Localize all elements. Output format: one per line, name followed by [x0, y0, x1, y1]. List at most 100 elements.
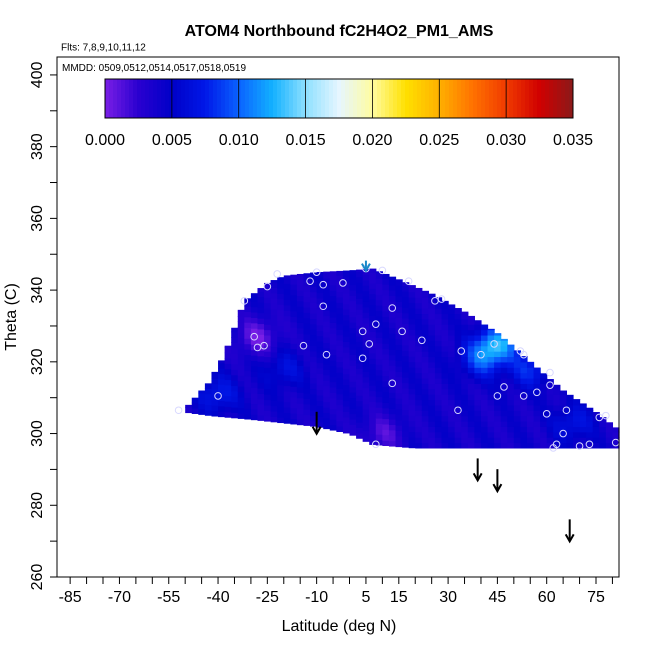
heatmap-cell — [356, 303, 364, 310]
heatmap-cell — [283, 369, 291, 376]
heatmap-cell — [605, 426, 614, 433]
heatmap-cell — [487, 383, 495, 390]
heatmap-cell — [250, 408, 259, 415]
heatmap-cell — [257, 350, 265, 357]
heatmap-cell — [434, 404, 443, 411]
heatmap-cell — [454, 361, 462, 368]
sample-point — [398, 327, 406, 336]
heatmap-cell — [599, 417, 607, 422]
heatmap-cell — [369, 331, 377, 338]
heatmap-cell — [395, 344, 403, 351]
heatmap-cell — [395, 381, 403, 388]
heatmap-cell — [395, 419, 403, 426]
heatmap-cell — [520, 399, 528, 406]
heatmap-cell — [500, 356, 508, 363]
heatmap-cell — [290, 289, 298, 296]
colorbar-swatch — [333, 79, 338, 118]
heatmap-cell — [375, 326, 383, 333]
heatmap-cell — [356, 276, 364, 283]
heatmap-cell — [316, 378, 324, 385]
heatmap-cell — [494, 367, 502, 374]
colorbar-swatch — [381, 79, 386, 118]
heatmap-cell — [507, 351, 515, 358]
heatmap-cell — [277, 406, 285, 413]
heatmap-cell — [467, 431, 475, 438]
heatmap-cell — [408, 345, 416, 352]
heatmap-cell — [342, 373, 351, 380]
heatmap-cell — [329, 290, 337, 297]
sample-point — [546, 368, 554, 377]
sample-point — [263, 282, 272, 291]
heatmap-cell — [198, 403, 206, 410]
heatmap-cell — [264, 394, 272, 401]
heatmap-cell — [454, 377, 462, 384]
heatmap-cell — [375, 288, 383, 295]
heatmap-cell — [415, 356, 423, 363]
heatmap-cell — [434, 361, 443, 368]
heatmap-cell — [349, 381, 357, 388]
heatmap-cell — [316, 287, 324, 294]
heatmap-cell — [283, 342, 291, 349]
colorbar-swatch — [205, 79, 210, 118]
heatmap-cell — [329, 327, 337, 334]
colorbar-swatch — [245, 79, 250, 118]
heatmap-cell — [329, 370, 337, 377]
sample-point — [299, 341, 308, 350]
heatmap-cell — [467, 372, 475, 379]
heatmap-cell — [500, 426, 508, 433]
heatmap-cell — [204, 409, 213, 416]
heatmap-cell — [586, 407, 594, 411]
heatmap-cell — [264, 345, 272, 352]
colorbar-swatch — [325, 79, 330, 118]
heatmap-cell — [224, 379, 232, 386]
heatmap-cell — [250, 387, 259, 394]
colorbar-swatch — [113, 79, 118, 118]
heatmap-cell — [434, 426, 443, 433]
heatmap-cell — [415, 318, 423, 325]
x-axis-label: Latitude (deg N) — [282, 618, 397, 635]
heatmap-cell — [415, 437, 423, 444]
heatmap-cell — [500, 394, 508, 401]
heatmap-cell — [310, 345, 318, 352]
heatmap-cell — [480, 415, 489, 422]
heatmap-cell — [349, 359, 357, 366]
heatmap-cell — [513, 426, 521, 433]
heatmap-cell — [375, 374, 383, 381]
heatmap-cell — [303, 317, 311, 324]
heatmap-cell — [441, 437, 449, 444]
sample-point — [372, 320, 380, 328]
colorbar-swatch — [393, 79, 398, 118]
heatmap-cell — [402, 398, 410, 405]
heatmap-cell — [375, 407, 383, 414]
heatmap-cell — [434, 356, 443, 363]
heatmap-cell — [277, 390, 285, 397]
heatmap-cell — [402, 334, 410, 341]
heatmap-cell — [244, 316, 252, 323]
heatmap-cell — [323, 271, 331, 274]
heatmap-cell — [533, 431, 541, 438]
heatmap-cell — [454, 394, 462, 401]
heatmap-cell — [388, 316, 397, 323]
heatmap-cell — [362, 360, 370, 367]
heatmap-cell — [421, 308, 429, 315]
heatmap-cell — [474, 383, 482, 390]
heatmap-cell — [402, 414, 410, 421]
sample-point — [339, 279, 347, 287]
down-arrow — [361, 260, 371, 273]
heatmap-cell — [434, 388, 443, 395]
heatmap-cell — [362, 290, 370, 297]
heatmap-cell — [237, 309, 245, 312]
heatmap-cell — [211, 410, 219, 417]
heatmap-cell — [231, 347, 239, 354]
heatmap-cell — [513, 367, 521, 374]
heatmap-cell — [480, 442, 489, 449]
heatmap-cell — [356, 292, 364, 299]
heatmap-cell — [342, 319, 351, 326]
heatmap-cell — [441, 356, 449, 363]
colorbar-swatch — [409, 79, 414, 118]
heatmap-cell — [408, 399, 416, 406]
heatmap-cell — [441, 361, 449, 368]
heatmap-cell — [546, 415, 554, 422]
heatmap-cell — [487, 351, 495, 358]
heatmap-cell — [559, 404, 568, 411]
